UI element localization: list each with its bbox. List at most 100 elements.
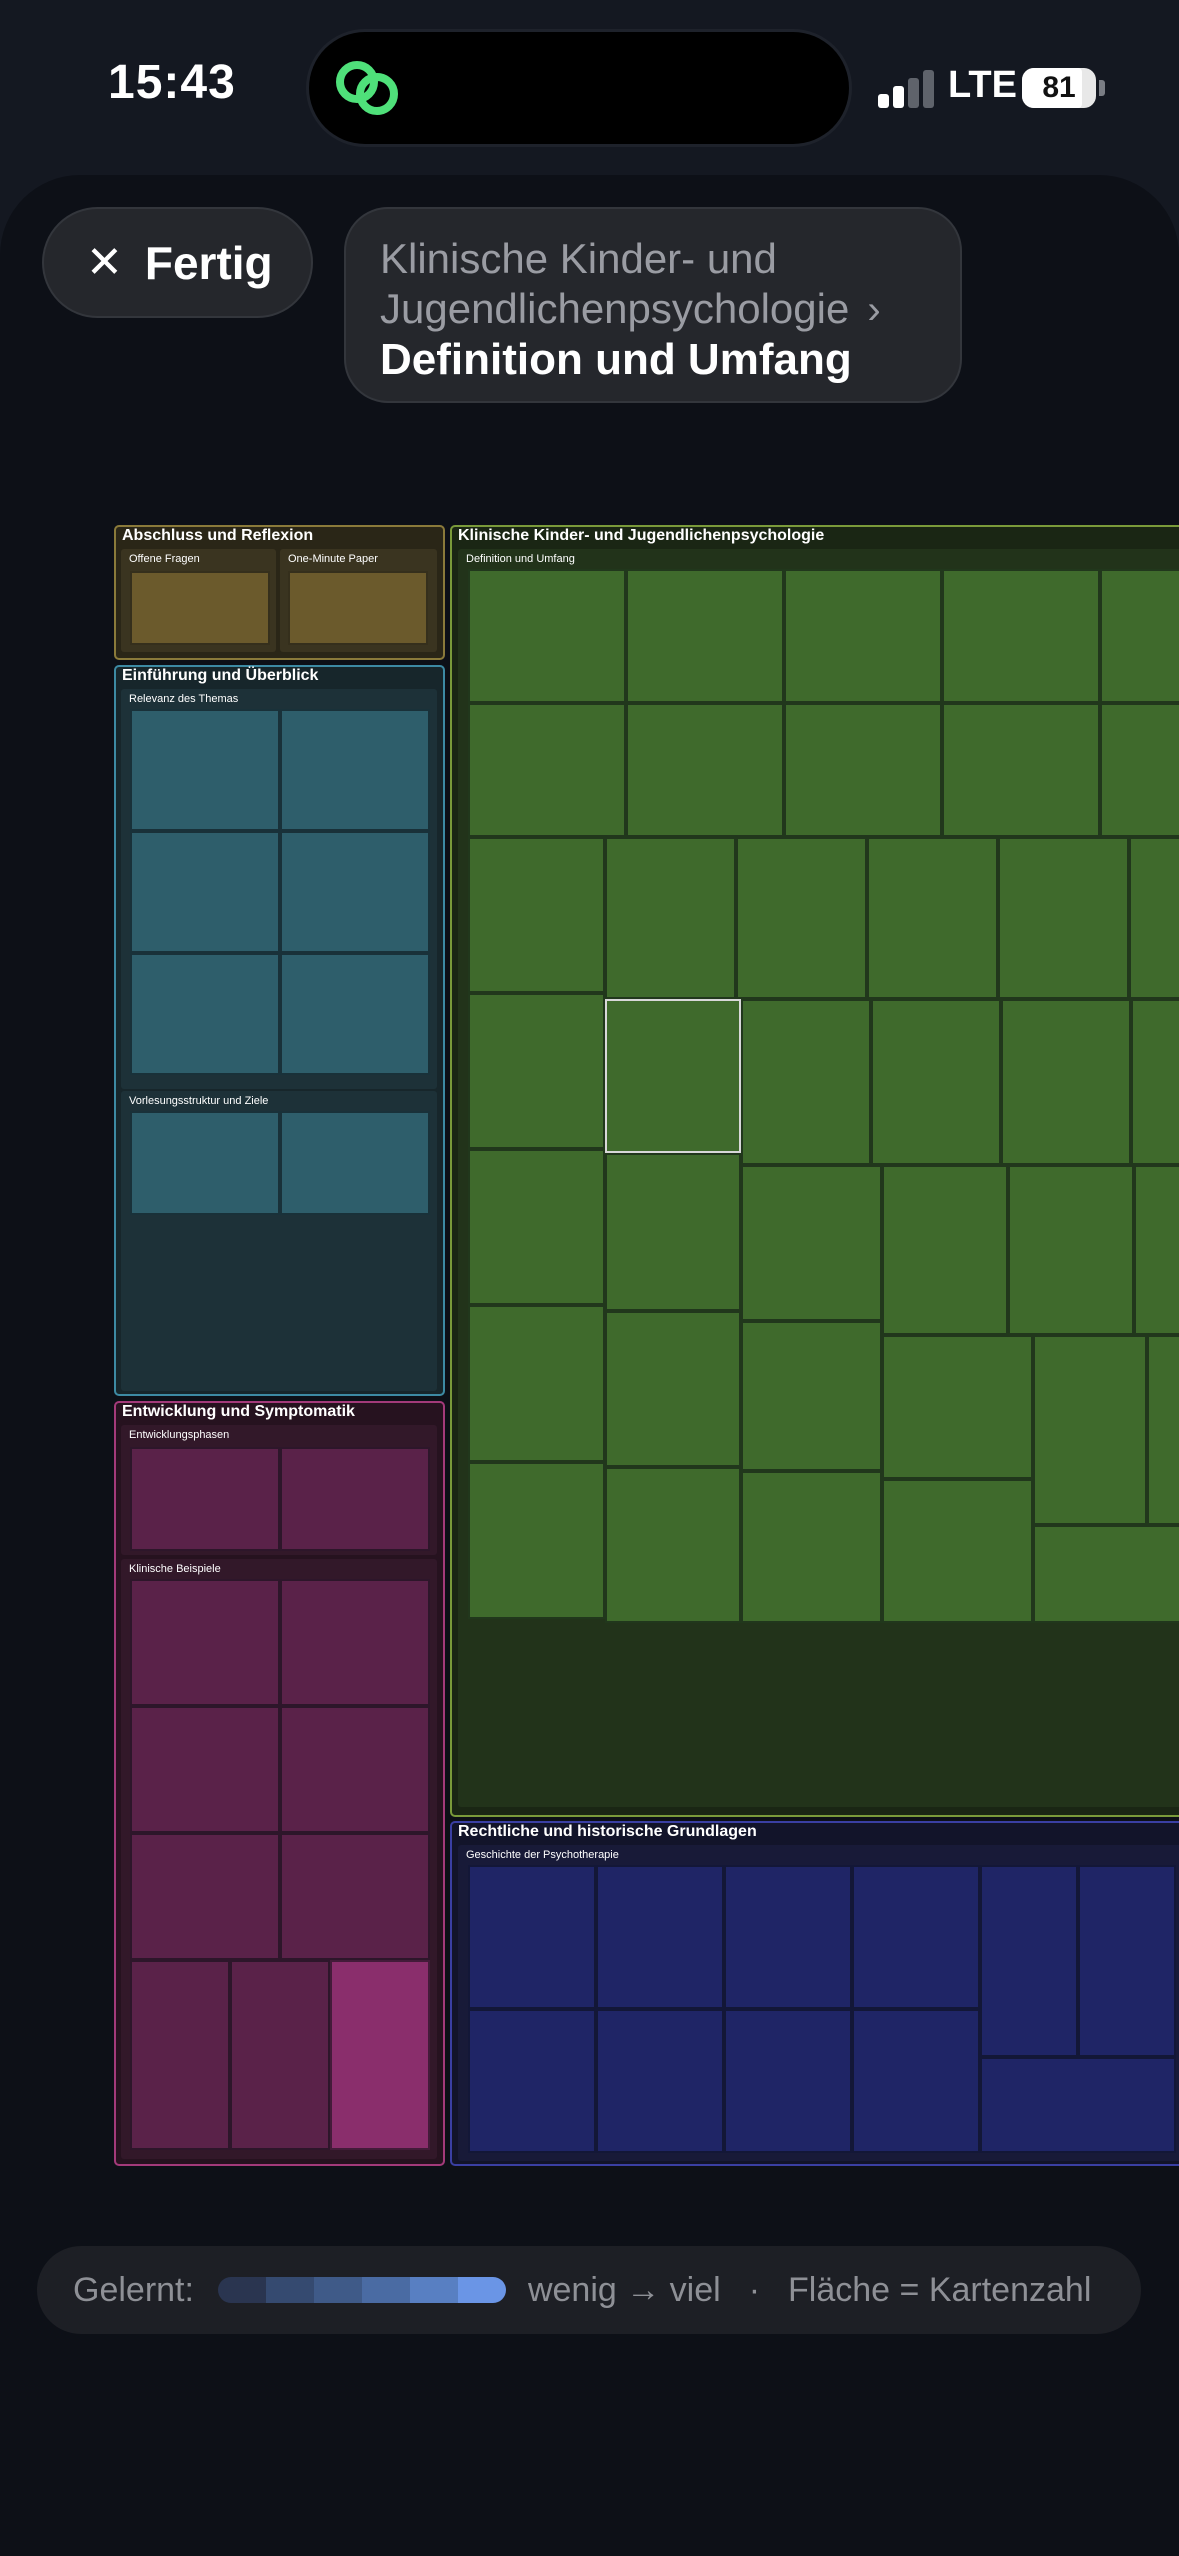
breadcrumb[interactable]: Klinische Kinder- und Jugendlichenpsycho… (344, 207, 962, 403)
card-tile[interactable] (130, 1960, 230, 2150)
card-tile[interactable] (980, 1865, 1078, 2057)
card-tile[interactable] (468, 2009, 596, 2153)
card-tile[interactable] (130, 1111, 280, 1215)
card-tile[interactable] (130, 953, 280, 1075)
card-tile[interactable] (741, 1321, 882, 1471)
legend-area-note: Fläche = Kartenzahl (788, 2270, 1092, 2309)
card-tile[interactable] (882, 1165, 1008, 1335)
card-tile[interactable] (741, 1471, 882, 1623)
status-bar: 15:43 LTE 81 (0, 0, 1179, 175)
card-tile[interactable] (468, 1305, 605, 1462)
card-tile[interactable] (280, 709, 430, 831)
card-tile[interactable] (882, 1479, 1033, 1623)
card-tile[interactable] (871, 999, 1001, 1165)
status-time: 15:43 (108, 56, 236, 109)
network-type: LTE (948, 64, 1017, 106)
card-tile[interactable] (468, 837, 605, 993)
card-tile[interactable] (980, 2057, 1176, 2153)
legend: Gelernt: wenig → viel · Fläche = Kartenz… (37, 2246, 1141, 2334)
group-entwicklung[interactable]: Entwicklung und Symptomatik Entwicklungs… (114, 1401, 445, 2166)
card-tile[interactable] (468, 569, 626, 703)
group-title: Rechtliche und historische Grundlagen (458, 1823, 757, 1840)
card-tile[interactable] (468, 993, 605, 1149)
subgroup-one-minute-paper[interactable]: One-Minute Paper (280, 549, 437, 652)
card-tile[interactable] (882, 1335, 1033, 1479)
card-tile[interactable] (784, 569, 942, 703)
card-tile[interactable] (1001, 999, 1131, 1165)
card-tile[interactable] (280, 1579, 430, 1706)
card-tile[interactable] (468, 1865, 596, 2009)
card-tile[interactable] (1129, 837, 1179, 999)
group-einfuehrung[interactable]: Einführung und Überblick Relevanz des Th… (114, 665, 445, 1396)
card-tile[interactable] (280, 1706, 430, 1833)
subgroup-title: Relevanz des Themas (129, 693, 239, 705)
group-rechtliche-grundlagen[interactable]: Rechtliche und historische Grundlagen Ge… (450, 1821, 1179, 2166)
subgroup-entwicklungsphasen[interactable]: Entwicklungsphasen (121, 1425, 437, 1555)
dynamic-island (309, 32, 849, 144)
group-klinische-kjp[interactable]: Klinische Kinder- und Jugendlichenpsycho… (450, 525, 1179, 1817)
card-tile[interactable] (1033, 1335, 1147, 1525)
card-tile[interactable] (724, 2009, 852, 2153)
card-tile[interactable] (596, 1865, 724, 2009)
card-tile[interactable] (1100, 703, 1179, 837)
card-tile[interactable] (280, 1111, 430, 1215)
card-tile[interactable] (867, 837, 998, 999)
card-tile[interactable] (596, 2009, 724, 2153)
card-tile[interactable] (130, 1706, 280, 1833)
card-tile[interactable] (724, 1865, 852, 2009)
card-tile[interactable] (468, 1149, 605, 1305)
card-tile[interactable] (1147, 1335, 1179, 1525)
card-tile[interactable] (736, 837, 867, 999)
group-abschluss[interactable]: Abschluss und Reflexion Offene Fragen On… (114, 525, 445, 660)
done-button[interactable]: ✕ Fertig (42, 207, 313, 318)
card-tile[interactable] (1008, 1165, 1134, 1335)
card-tile[interactable] (130, 1833, 280, 1960)
card-tile[interactable] (605, 1467, 741, 1623)
card-tile[interactable] (468, 703, 626, 837)
subgroup-offene-fragen[interactable]: Offene Fragen (121, 549, 276, 652)
card-tile[interactable] (1033, 1525, 1179, 1623)
card-tile[interactable] (130, 1579, 280, 1706)
card-tile[interactable] (1131, 999, 1179, 1165)
card-tile[interactable] (605, 837, 736, 999)
card-tile[interactable] (280, 1447, 430, 1551)
card-tile[interactable] (942, 569, 1100, 703)
subgroup-relevanz[interactable]: Relevanz des Themas (121, 689, 437, 1089)
battery-icon: 81 (1022, 68, 1096, 108)
card-tile[interactable] (626, 703, 784, 837)
card-tile[interactable] (626, 569, 784, 703)
card-tile[interactable] (1134, 1165, 1179, 1335)
battery-cap (1099, 80, 1105, 96)
card-tile[interactable] (280, 831, 430, 953)
card-tile[interactable] (741, 999, 871, 1165)
breadcrumb-parent[interactable]: Klinische Kinder- und Jugendlichenpsycho… (380, 234, 926, 335)
card-tile[interactable] (741, 1165, 882, 1321)
card-tile[interactable] (998, 837, 1129, 999)
legend-range: wenig → viel (527, 2270, 721, 2309)
card-tile[interactable] (130, 709, 280, 831)
card-tile[interactable] (288, 571, 428, 645)
card-tile[interactable] (330, 1960, 430, 2150)
subgroup-geschichte[interactable]: Geschichte der Psychotherapie (458, 1845, 1179, 2161)
card-tile[interactable] (1100, 569, 1179, 703)
card-tile[interactable] (468, 1462, 605, 1619)
card-tile[interactable] (280, 953, 430, 1075)
subgroup-title: Geschichte der Psychotherapie (466, 1849, 619, 1861)
card-tile[interactable] (605, 1153, 741, 1311)
subgroup-klinische-beispiele[interactable]: Klinische Beispiele (121, 1559, 437, 2159)
subgroup-vorlesungsstruktur[interactable]: Vorlesungsstruktur und Ziele (121, 1091, 437, 1391)
card-tile[interactable] (280, 1833, 430, 1960)
card-tile[interactable] (852, 2009, 980, 2153)
card-tile[interactable] (784, 703, 942, 837)
card-tile[interactable] (130, 831, 280, 953)
battery-percent: 81 (1042, 71, 1076, 104)
card-tile[interactable] (130, 571, 270, 645)
card-tile[interactable] (130, 1447, 280, 1551)
card-tile[interactable] (852, 1865, 980, 2009)
card-tile[interactable] (942, 703, 1100, 837)
card-tile[interactable] (605, 1311, 741, 1467)
card-tile[interactable] (230, 1960, 330, 2150)
card-tile-selected[interactable] (605, 999, 741, 1153)
subgroup-definition-und-umfang[interactable]: Definition und Umfang (458, 549, 1179, 1807)
card-tile[interactable] (1078, 1865, 1176, 2057)
